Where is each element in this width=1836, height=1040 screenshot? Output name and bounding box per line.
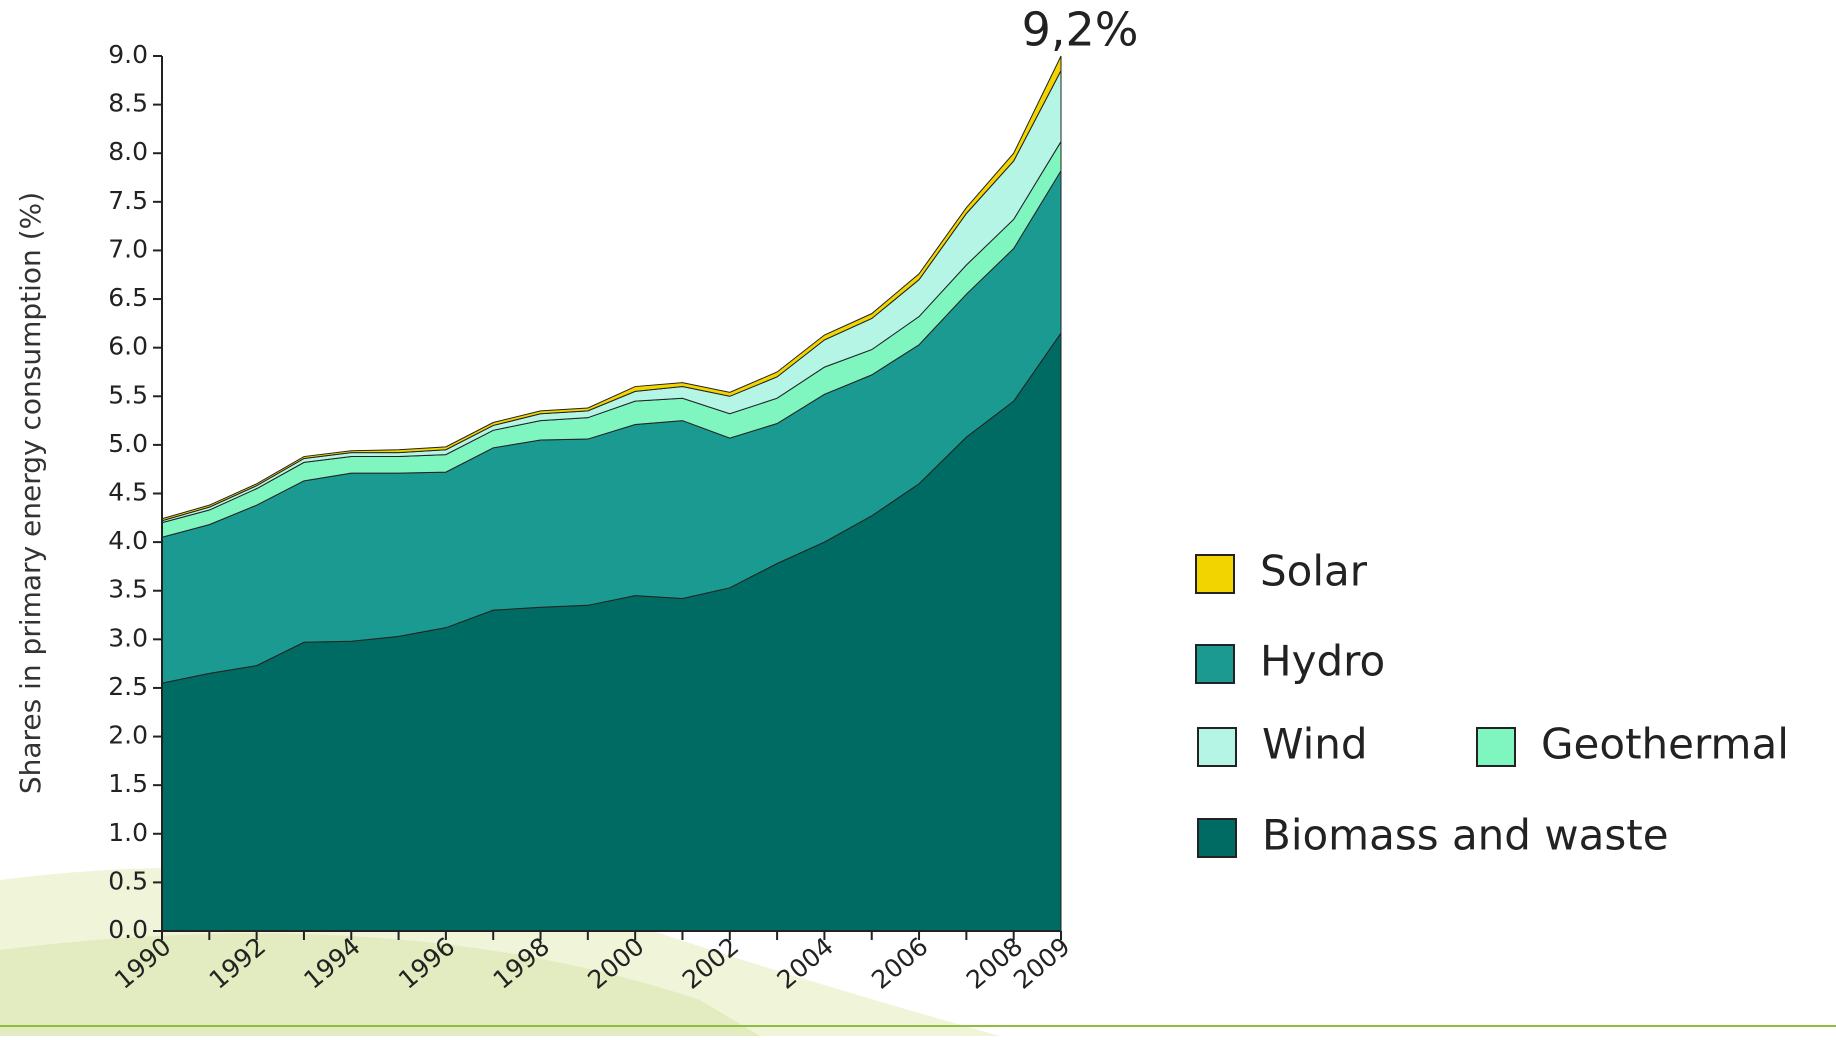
y-tick-label: 6.5 <box>108 283 148 312</box>
legend-swatch <box>1195 644 1235 684</box>
y-tick-label: 2.5 <box>108 672 148 701</box>
legend-label: Geothermal <box>1541 720 1789 769</box>
y-tick-label: 3.0 <box>108 623 148 652</box>
y-tick-label: 7.0 <box>108 234 148 263</box>
background-swoosh <box>0 933 760 1036</box>
x-tick-label: 2009 <box>1008 932 1075 995</box>
y-tick-label: 0.5 <box>108 866 148 895</box>
y-tick-label: 4.5 <box>108 478 148 507</box>
y-tick-label: 8.5 <box>108 89 148 118</box>
y-axis-label: Shares in primary energy consumption (%) <box>14 192 47 794</box>
y-tick-label: 0.0 <box>108 915 148 944</box>
y-tick-label: 7.5 <box>108 186 148 215</box>
y-tick-label: 1.5 <box>108 769 148 798</box>
legend-label: Hydro <box>1260 637 1385 686</box>
y-tick-label: 3.5 <box>108 575 148 604</box>
y-tick-label: 4.0 <box>108 526 148 555</box>
legend-swatch <box>1197 727 1237 767</box>
annotation: 9,2% <box>1022 3 1139 57</box>
legend-swatch <box>1197 818 1237 858</box>
y-tick-label: 9.0 <box>108 40 148 69</box>
y-tick-label: 5.0 <box>108 429 148 458</box>
legend-label: Wind <box>1262 720 1368 769</box>
y-tick-label: 2.0 <box>108 721 148 750</box>
legend-label: Solar <box>1260 547 1368 596</box>
legend-swatch <box>1476 727 1516 767</box>
x-tick-label: 2006 <box>866 932 933 995</box>
y-tick-label: 8.0 <box>108 137 148 166</box>
y-tick-label: 6.0 <box>108 332 148 361</box>
legend-label: Biomass and waste <box>1262 811 1669 860</box>
legend-swatch <box>1195 554 1235 594</box>
y-tick-label: 5.5 <box>108 380 148 409</box>
y-tick-label: 1.0 <box>108 818 148 847</box>
